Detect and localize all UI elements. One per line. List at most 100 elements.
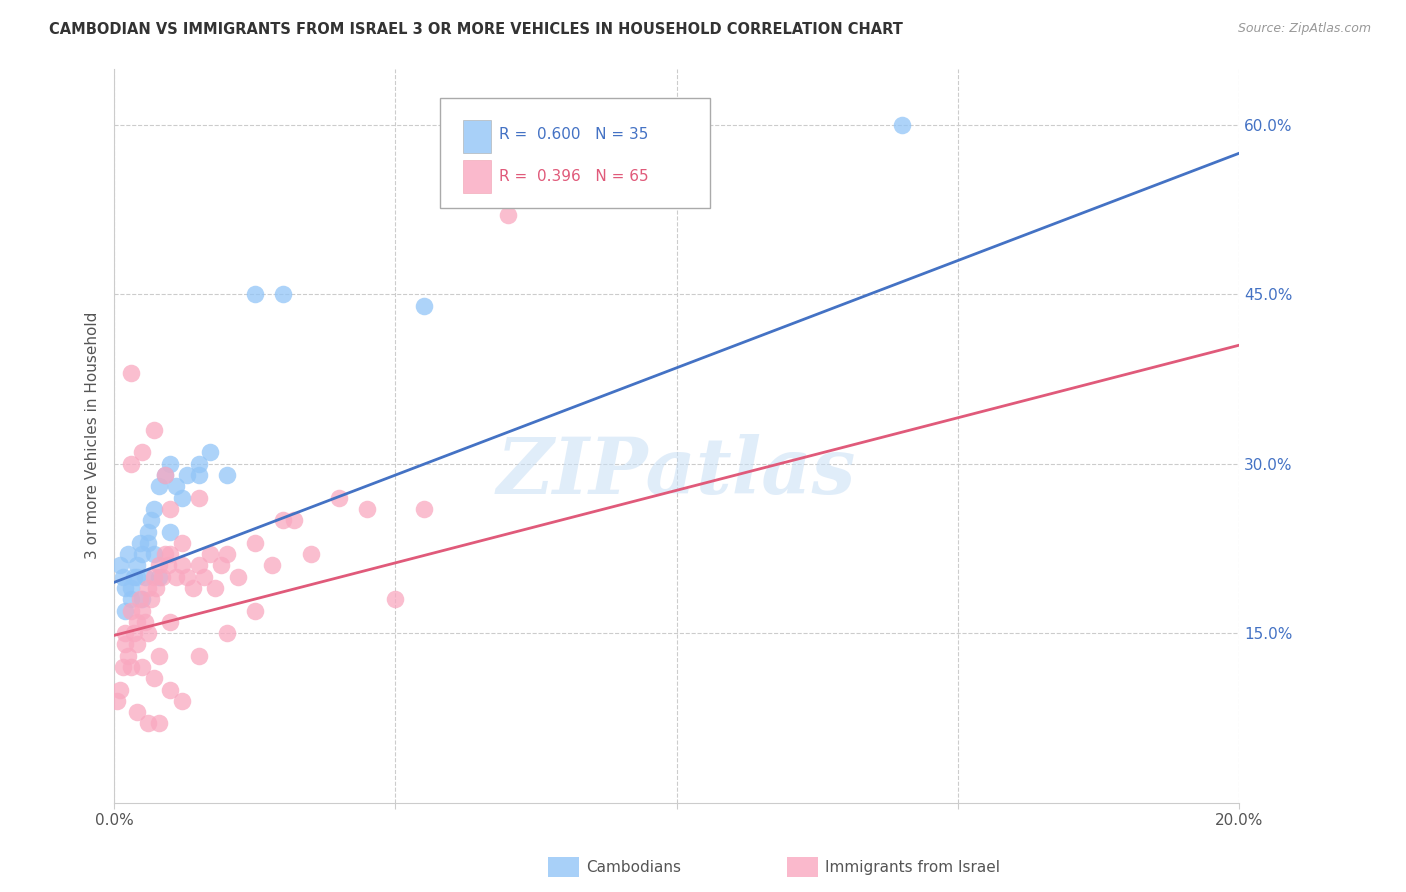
Point bbox=[139, 513, 162, 527]
Point bbox=[187, 648, 209, 663]
Point bbox=[159, 682, 181, 697]
Point bbox=[159, 457, 181, 471]
Point bbox=[136, 536, 159, 550]
Point bbox=[204, 581, 226, 595]
Point bbox=[496, 208, 519, 222]
Point bbox=[170, 558, 193, 573]
Point bbox=[136, 716, 159, 731]
Point bbox=[412, 502, 434, 516]
Point bbox=[131, 660, 153, 674]
Point bbox=[384, 592, 406, 607]
Text: Immigrants from Israel: Immigrants from Israel bbox=[825, 860, 1000, 874]
Point bbox=[117, 648, 139, 663]
Point bbox=[156, 558, 179, 573]
Point bbox=[120, 660, 142, 674]
Point bbox=[114, 603, 136, 617]
Point bbox=[136, 626, 159, 640]
Point bbox=[170, 491, 193, 505]
Text: ZIPatlas: ZIPatlas bbox=[496, 434, 856, 510]
Point bbox=[243, 287, 266, 301]
Point bbox=[136, 581, 159, 595]
Text: CAMBODIAN VS IMMIGRANTS FROM ISRAEL 3 OR MORE VEHICLES IN HOUSEHOLD CORRELATION : CAMBODIAN VS IMMIGRANTS FROM ISRAEL 3 OR… bbox=[49, 22, 903, 37]
Point bbox=[125, 705, 148, 719]
Text: R =  0.396   N = 65: R = 0.396 N = 65 bbox=[499, 169, 648, 184]
Point bbox=[150, 569, 173, 583]
Point bbox=[131, 445, 153, 459]
Point bbox=[142, 569, 165, 583]
Point bbox=[131, 547, 153, 561]
Point bbox=[243, 536, 266, 550]
Text: R =  0.600   N = 35: R = 0.600 N = 35 bbox=[499, 127, 648, 142]
Point bbox=[114, 637, 136, 651]
Point bbox=[125, 569, 148, 583]
Point bbox=[128, 592, 150, 607]
Point bbox=[145, 581, 167, 595]
FancyBboxPatch shape bbox=[463, 161, 491, 194]
Point bbox=[111, 569, 134, 583]
Point bbox=[131, 603, 153, 617]
Y-axis label: 3 or more Vehicles in Household: 3 or more Vehicles in Household bbox=[86, 312, 100, 559]
Point bbox=[193, 569, 215, 583]
Point bbox=[226, 569, 249, 583]
Point bbox=[170, 536, 193, 550]
Point bbox=[125, 558, 148, 573]
Point bbox=[170, 694, 193, 708]
Point bbox=[148, 648, 170, 663]
Point bbox=[176, 569, 198, 583]
Point bbox=[125, 637, 148, 651]
Point bbox=[299, 547, 322, 561]
Point bbox=[243, 603, 266, 617]
Point bbox=[260, 558, 283, 573]
Point bbox=[187, 491, 209, 505]
Point bbox=[198, 547, 221, 561]
Point bbox=[209, 558, 232, 573]
Point bbox=[136, 524, 159, 539]
Point bbox=[114, 626, 136, 640]
Point bbox=[122, 626, 145, 640]
FancyBboxPatch shape bbox=[463, 120, 491, 153]
Point bbox=[120, 367, 142, 381]
Text: Cambodians: Cambodians bbox=[586, 860, 682, 874]
Point bbox=[153, 468, 176, 483]
Point bbox=[165, 479, 187, 493]
Point bbox=[120, 603, 142, 617]
Point bbox=[215, 547, 238, 561]
Point bbox=[134, 615, 156, 629]
Point bbox=[412, 299, 434, 313]
Point bbox=[198, 445, 221, 459]
Point bbox=[148, 716, 170, 731]
Point bbox=[114, 581, 136, 595]
Point bbox=[122, 569, 145, 583]
Point bbox=[271, 287, 294, 301]
Point bbox=[134, 569, 156, 583]
Point bbox=[159, 547, 181, 561]
Point bbox=[139, 592, 162, 607]
Point bbox=[153, 468, 176, 483]
Point bbox=[283, 513, 305, 527]
Point bbox=[128, 536, 150, 550]
FancyBboxPatch shape bbox=[440, 98, 710, 208]
Point bbox=[187, 468, 209, 483]
Point bbox=[108, 682, 131, 697]
Point bbox=[131, 592, 153, 607]
Point bbox=[120, 581, 142, 595]
Point bbox=[142, 671, 165, 685]
Point bbox=[148, 558, 170, 573]
Point bbox=[125, 615, 148, 629]
Point bbox=[142, 502, 165, 516]
Point bbox=[105, 694, 128, 708]
Point bbox=[181, 581, 204, 595]
Point bbox=[153, 547, 176, 561]
Point bbox=[159, 615, 181, 629]
Point bbox=[215, 626, 238, 640]
Point bbox=[356, 502, 378, 516]
Point bbox=[148, 569, 170, 583]
Point bbox=[117, 547, 139, 561]
Point bbox=[328, 491, 350, 505]
Point bbox=[120, 592, 142, 607]
Text: Source: ZipAtlas.com: Source: ZipAtlas.com bbox=[1237, 22, 1371, 36]
Point bbox=[187, 457, 209, 471]
Point bbox=[187, 558, 209, 573]
Point bbox=[215, 468, 238, 483]
Point bbox=[142, 423, 165, 437]
